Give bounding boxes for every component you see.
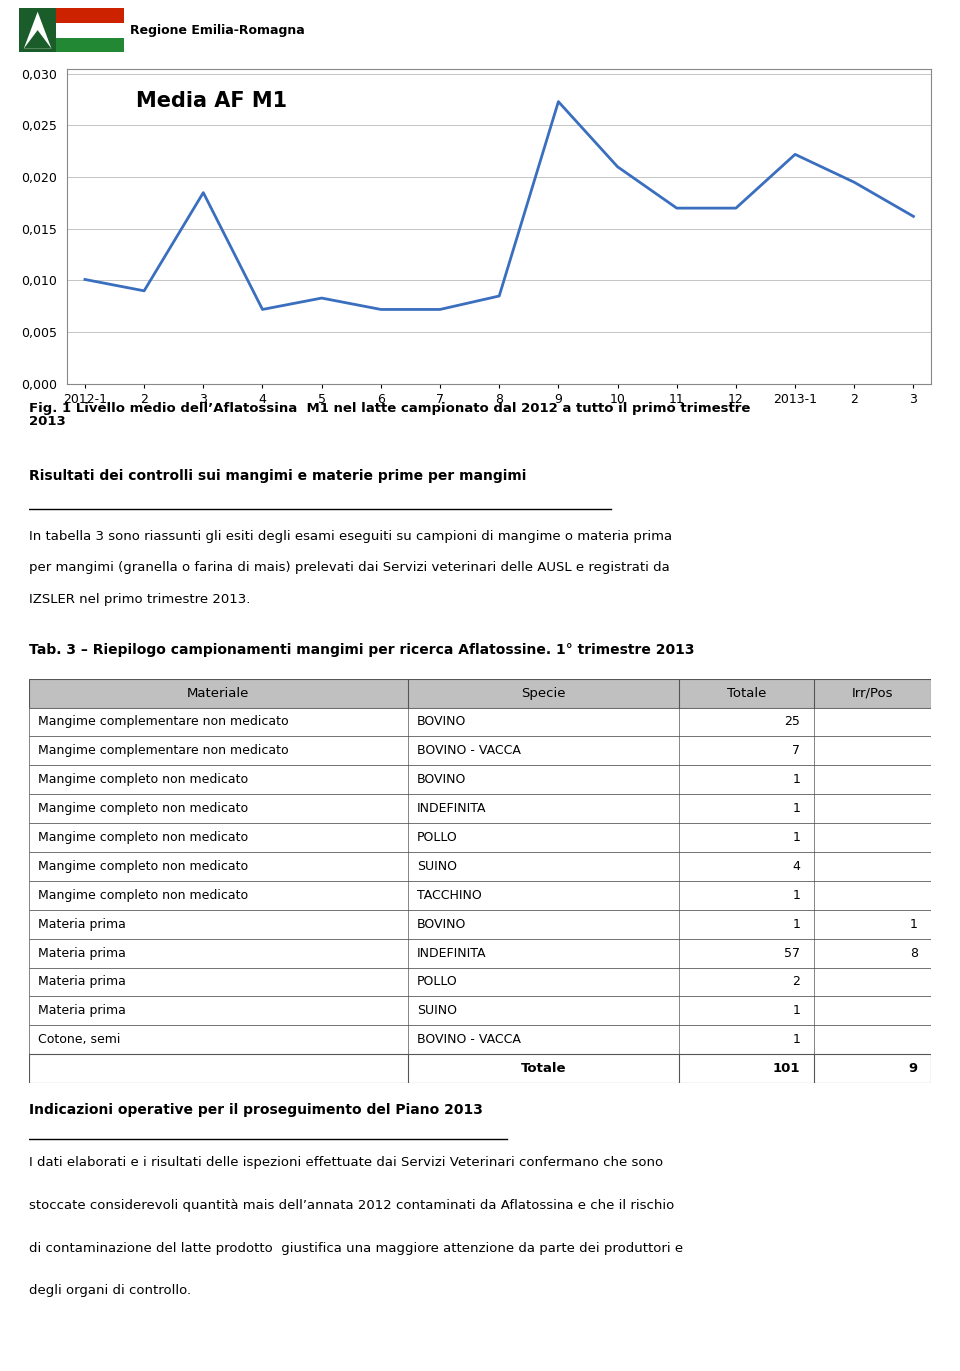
Bar	[29, 910, 931, 939]
Text: Cotone, semi: Cotone, semi	[37, 1034, 120, 1046]
Bar	[56, 23, 124, 37]
Text: BOVINO: BOVINO	[417, 716, 467, 728]
Text: per mangimi (granella o farina di mais) prelevati dai Servizi veterinari delle A: per mangimi (granella o farina di mais) …	[29, 562, 669, 574]
Bar	[29, 997, 931, 1026]
Text: 1: 1	[792, 831, 801, 845]
Text: 2: 2	[792, 976, 801, 988]
Bar	[29, 823, 931, 851]
Text: 7: 7	[792, 744, 801, 757]
Text: INDEFINITA: INDEFINITA	[417, 946, 487, 960]
Bar	[29, 968, 931, 997]
Bar	[29, 1054, 931, 1083]
Text: di contaminazione del latte prodotto  giustifica una maggiore attenzione da part: di contaminazione del latte prodotto giu…	[29, 1242, 683, 1254]
Text: Materia prima: Materia prima	[37, 946, 126, 960]
Text: 101: 101	[773, 1063, 801, 1075]
Text: Mangime completo non medicato: Mangime completo non medicato	[37, 831, 248, 845]
Text: 1: 1	[792, 1034, 801, 1046]
Text: BOVINO: BOVINO	[417, 773, 467, 786]
Text: 9: 9	[908, 1063, 918, 1075]
Text: BOVINO: BOVINO	[417, 917, 467, 931]
Text: Mangime completo non medicato: Mangime completo non medicato	[37, 888, 248, 902]
Text: Media AF M1: Media AF M1	[136, 90, 287, 111]
Text: Materia prima: Materia prima	[37, 1005, 126, 1017]
Text: 1: 1	[792, 917, 801, 931]
Text: SUINO: SUINO	[417, 860, 457, 873]
Text: POLLO: POLLO	[417, 976, 458, 988]
Bar	[29, 794, 931, 823]
Text: Fig. 1 Livello medio dell’Aflatossina  M1 nel latte campionato dal 2012 a tutto : Fig. 1 Livello medio dell’Aflatossina M1…	[29, 402, 750, 415]
Text: 1: 1	[792, 773, 801, 786]
Text: Risultati dei controlli sui mangimi e materie prime per mangimi: Risultati dei controlli sui mangimi e ma…	[29, 469, 526, 484]
Bar	[29, 736, 931, 765]
Text: TACCHINO: TACCHINO	[417, 888, 482, 902]
Text: IZSLER nel primo trimestre 2013.: IZSLER nel primo trimestre 2013.	[29, 594, 251, 606]
Text: 25: 25	[784, 716, 801, 728]
Text: Materiale: Materiale	[187, 687, 250, 699]
Text: Totale: Totale	[727, 687, 766, 699]
Text: In tabella 3 sono riassunti gli esiti degli esami eseguiti su campioni di mangim: In tabella 3 sono riassunti gli esiti de…	[29, 529, 672, 543]
Bar	[29, 679, 931, 707]
Text: BOVINO - VACCA: BOVINO - VACCA	[417, 744, 520, 757]
Text: Mangime completo non medicato: Mangime completo non medicato	[37, 773, 248, 786]
Bar	[29, 851, 931, 882]
Bar	[29, 707, 931, 736]
Bar	[29, 939, 931, 968]
Text: 4: 4	[792, 860, 801, 873]
Text: POLLO: POLLO	[417, 831, 458, 845]
Text: 1: 1	[910, 917, 918, 931]
Text: Mangime completo non medicato: Mangime completo non medicato	[37, 860, 248, 873]
Text: Mangime complementare non medicato: Mangime complementare non medicato	[37, 744, 288, 757]
Text: SUINO: SUINO	[417, 1005, 457, 1017]
Text: 1: 1	[792, 1005, 801, 1017]
Bar	[19, 8, 56, 52]
Text: Materia prima: Materia prima	[37, 917, 126, 931]
Bar	[29, 1026, 931, 1054]
Polygon shape	[24, 30, 52, 48]
Bar	[29, 882, 931, 910]
Polygon shape	[24, 12, 52, 48]
Text: Mangime complementare non medicato: Mangime complementare non medicato	[37, 716, 288, 728]
Text: Totale: Totale	[520, 1063, 565, 1075]
Text: Irr/Pos: Irr/Pos	[852, 687, 894, 699]
Text: 1: 1	[792, 802, 801, 816]
Text: Specie: Specie	[521, 687, 565, 699]
Bar	[56, 8, 124, 23]
Text: 2013: 2013	[29, 415, 65, 428]
Text: INDEFINITA: INDEFINITA	[417, 802, 487, 816]
Text: Mangime completo non medicato: Mangime completo non medicato	[37, 802, 248, 816]
Text: degli organi di controllo.: degli organi di controllo.	[29, 1285, 191, 1297]
Text: 8: 8	[910, 946, 918, 960]
Text: Materia prima: Materia prima	[37, 976, 126, 988]
Bar	[56, 37, 124, 52]
Text: Indicazioni operative per il proseguimento del Piano 2013: Indicazioni operative per il proseguimen…	[29, 1104, 483, 1117]
Text: BOVINO - VACCA: BOVINO - VACCA	[417, 1034, 520, 1046]
Text: Regione Emilia-Romagna: Regione Emilia-Romagna	[130, 23, 304, 37]
Text: stoccate considerevoli quantità mais dell’annata 2012 contaminati da Aflatossina: stoccate considerevoli quantità mais del…	[29, 1198, 674, 1212]
Text: Tab. 3 – Riepilogo campionamenti mangimi per ricerca Aflatossine. 1° trimestre 2: Tab. 3 – Riepilogo campionamenti mangimi…	[29, 643, 694, 657]
Bar	[29, 765, 931, 794]
Text: 57: 57	[784, 946, 801, 960]
Text: I dati elaborati e i risultati delle ispezioni effettuate dai Servizi Veterinari: I dati elaborati e i risultati delle isp…	[29, 1156, 663, 1169]
Text: 1: 1	[792, 888, 801, 902]
